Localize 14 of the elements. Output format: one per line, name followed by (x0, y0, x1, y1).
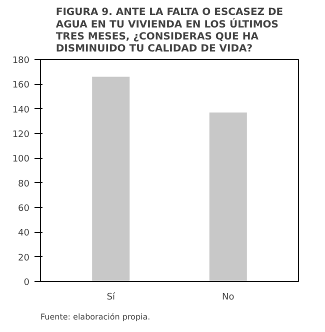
y-tick-label: 100 (12, 154, 30, 165)
y-tick-label: 20 (18, 253, 30, 264)
y-tick-label: 180 (12, 56, 30, 66)
y-tick-label: 0 (24, 278, 30, 288)
y-tick-label: 80 (18, 179, 30, 190)
chart-title: FIGURA 9. ANTE LA FALTA O ESCASEZ DE AGUA EN TU VIVIENDA EN LOS ÚLTIMOS TRES MESES, ¿CONSIDERAS QUE HA DISMINUIDO TU CALIDAD DE VIDA? (56, 7, 284, 54)
y-tick-label: 160 (12, 80, 30, 91)
y-tick-label: 60 (18, 204, 30, 214)
y-tick-label: 140 (12, 105, 30, 116)
y-tick-label: 120 (12, 130, 30, 140)
y-tick-label: 40 (18, 228, 30, 239)
x-tick-label: Sí (106, 292, 116, 302)
source-note: Fuente: elaboración propia. (40, 312, 150, 322)
x-tick-label: No (222, 292, 235, 302)
